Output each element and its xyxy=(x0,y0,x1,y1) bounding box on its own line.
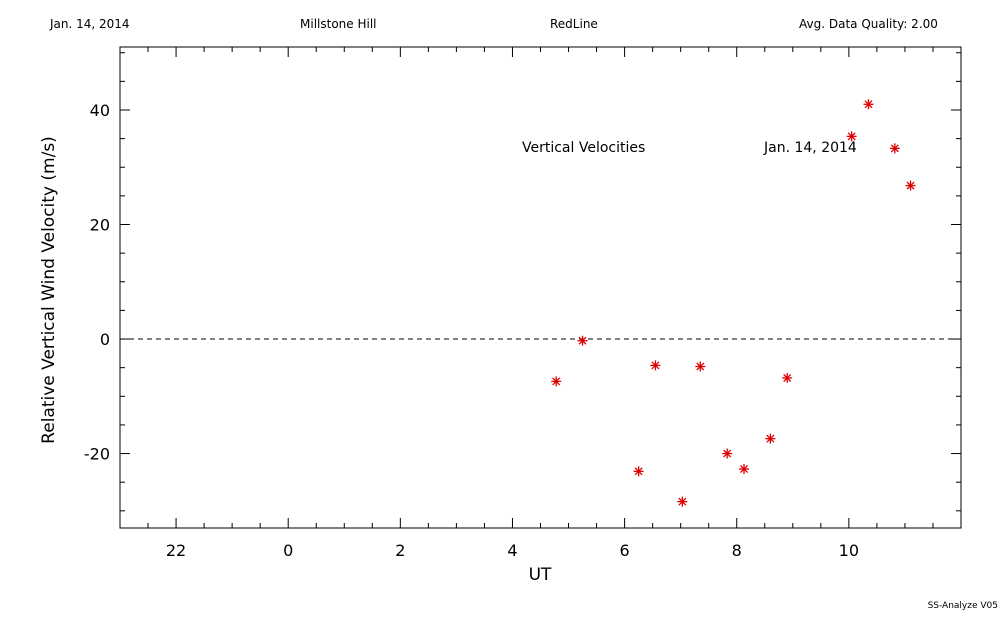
data-point xyxy=(650,360,661,371)
data-point xyxy=(577,335,588,346)
x-tick-label: 8 xyxy=(732,541,742,560)
annotation-vertical-velocities: Vertical Velocities xyxy=(522,140,645,156)
data-point xyxy=(889,143,900,154)
y-tick-label: -20 xyxy=(84,445,110,464)
data-point xyxy=(722,448,733,459)
x-tick-label: 2 xyxy=(395,541,405,560)
x-axis-label: UT xyxy=(529,565,552,585)
plot-frame xyxy=(119,46,962,529)
data-point xyxy=(739,464,750,475)
data-point xyxy=(782,372,793,383)
y-tick-labels: -20 0 20 40 xyxy=(84,101,110,464)
y-axis-label: Relative Vertical Wind Velocity (m/s) xyxy=(39,136,59,444)
data-point xyxy=(863,99,874,110)
data-point xyxy=(551,376,562,387)
data-point xyxy=(765,433,776,444)
header-site: Millstone Hill xyxy=(300,17,377,31)
data-point xyxy=(633,466,644,477)
data-point xyxy=(695,361,706,372)
footer-version: SS-Analyze V05 xyxy=(927,601,998,611)
header-line: RedLine xyxy=(550,17,598,31)
y-tick-label: 20 xyxy=(90,216,110,235)
scatter-chart: 22 0 2 4 6 8 10 -20 0 20 40 UT Relative Vertical … xyxy=(39,46,962,585)
y-tick-label: 0 xyxy=(100,330,110,349)
data-point xyxy=(677,496,688,507)
data-points xyxy=(551,99,916,507)
data-point xyxy=(846,131,857,142)
axis-ticks xyxy=(119,47,962,528)
y-tick-label: 40 xyxy=(90,101,110,120)
annotation-date: Jan. 14, 2014 xyxy=(763,140,857,156)
header-date: Jan. 14, 2014 xyxy=(50,17,130,31)
x-tick-labels: 22 0 2 4 6 8 10 xyxy=(166,541,859,560)
x-tick-label: 6 xyxy=(620,541,630,560)
header-quality: Avg. Data Quality: 2.00 xyxy=(799,17,938,31)
data-point xyxy=(905,180,916,191)
x-tick-label: 0 xyxy=(283,541,293,560)
x-tick-label: 10 xyxy=(839,541,859,560)
x-tick-label: 4 xyxy=(507,541,517,560)
x-tick-label: 22 xyxy=(166,541,186,560)
